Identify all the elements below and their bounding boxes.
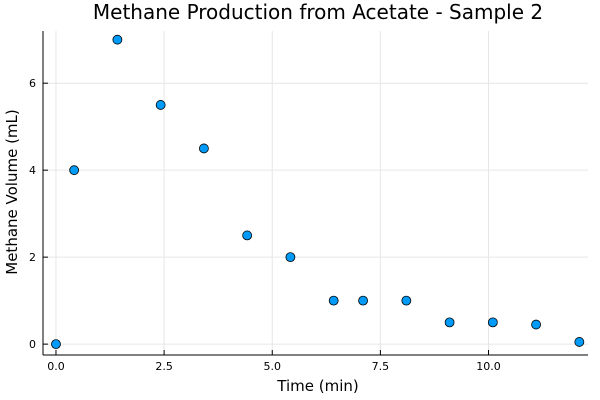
x-axis-label: Time (min) bbox=[276, 377, 358, 395]
y-tick-label: 0 bbox=[29, 338, 36, 351]
x-tick-label: 0.0 bbox=[47, 360, 65, 373]
data-point bbox=[51, 339, 61, 350]
data-point bbox=[487, 317, 498, 328]
data-point bbox=[358, 295, 368, 306]
y-tick-label: 6 bbox=[29, 77, 36, 90]
data-point bbox=[574, 337, 585, 347]
data-point bbox=[531, 319, 541, 330]
axes bbox=[42, 31, 588, 356]
chart-title: Methane Production from Acetate - Sample… bbox=[93, 0, 543, 24]
data-point bbox=[401, 295, 412, 306]
data-point bbox=[242, 230, 253, 241]
data-point bbox=[444, 317, 455, 328]
grid bbox=[43, 31, 588, 355]
x-tick-label: 10.0 bbox=[476, 360, 501, 373]
data-point bbox=[112, 34, 123, 45]
x-tick-label: 2.5 bbox=[155, 360, 173, 373]
data-point bbox=[199, 143, 209, 154]
data-point bbox=[328, 295, 339, 306]
y-axis-label: Methane Volume (mL) bbox=[3, 109, 21, 274]
ticks: 0.0 2.5 5.0 7.5 10.0 0 2 4 6 bbox=[29, 77, 501, 373]
data-point bbox=[285, 252, 296, 263]
y-tick-label: 4 bbox=[29, 164, 36, 177]
data-point bbox=[155, 100, 166, 110]
y-tick-label: 2 bbox=[29, 251, 36, 264]
x-tick-label: 5.0 bbox=[263, 360, 281, 373]
x-tick-label: 7.5 bbox=[372, 360, 390, 373]
data-point bbox=[69, 165, 80, 176]
data-points bbox=[51, 34, 585, 350]
